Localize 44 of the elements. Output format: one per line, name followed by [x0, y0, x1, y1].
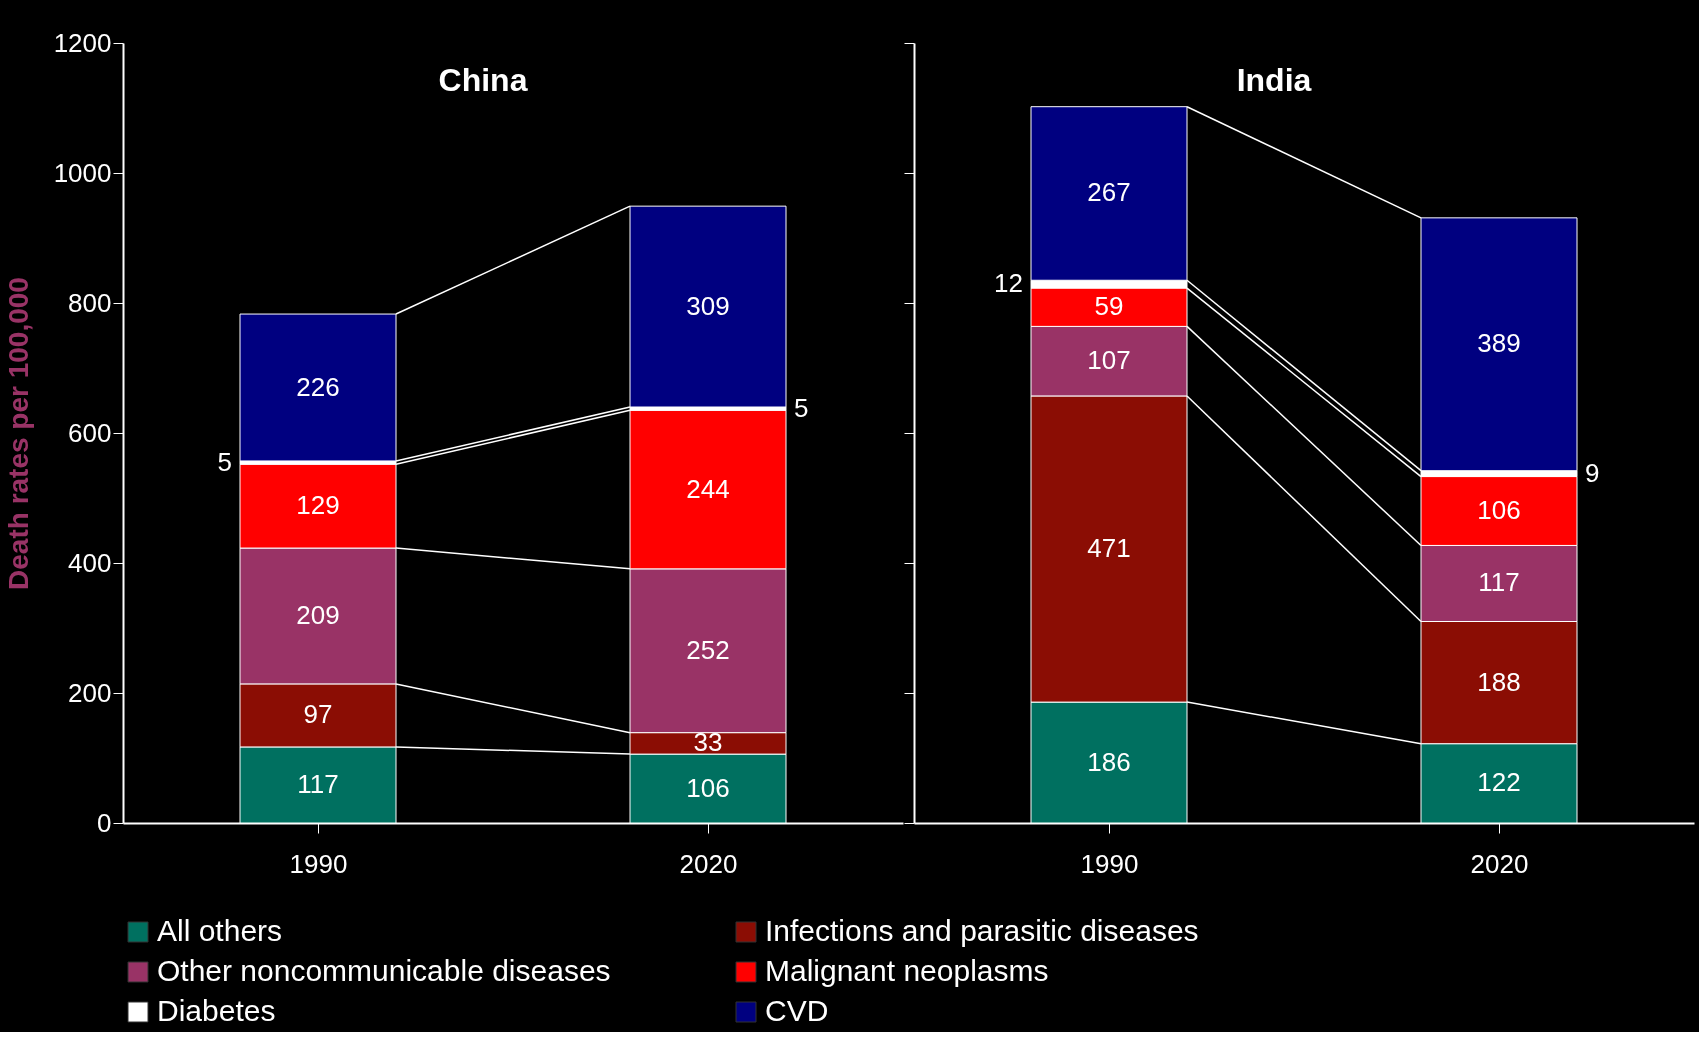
- legend-label: Malignant neoplasms: [765, 954, 1049, 987]
- data-label: 33: [693, 727, 723, 758]
- data-label: 5: [217, 446, 232, 477]
- data-label: 122: [1477, 767, 1521, 798]
- data-label: 59: [1094, 291, 1124, 322]
- legend-label: Diabetes: [157, 994, 276, 1027]
- data-label: 244: [686, 473, 730, 504]
- x-tick-label: 1990: [1080, 848, 1139, 879]
- y-tick-label: 200: [68, 677, 112, 708]
- y-tick-label: 0: [97, 807, 112, 838]
- data-label: 186: [1087, 746, 1131, 777]
- x-tick-label: 2020: [679, 848, 738, 879]
- data-label: 107: [1087, 345, 1131, 376]
- data-label: 106: [1477, 495, 1521, 525]
- y-tick-label: 1200: [53, 27, 112, 58]
- x-tick-label: 1990: [289, 848, 348, 879]
- data-label: 252: [686, 634, 730, 665]
- data-label: 9: [1585, 457, 1600, 488]
- y-tick-label: 800: [68, 287, 112, 318]
- data-label: 226: [296, 371, 340, 402]
- legend-label: All others: [157, 914, 283, 947]
- y-tick-label: 1000: [53, 157, 112, 188]
- x-tick-label: 2020: [1470, 848, 1529, 879]
- data-label: 129: [296, 490, 340, 521]
- data-label: 209: [296, 599, 340, 630]
- data-label: 309: [686, 290, 730, 321]
- text: India: [1236, 62, 1312, 98]
- data-label: 5: [794, 392, 809, 423]
- data-label: 117: [1478, 567, 1520, 598]
- data-label: 117: [297, 768, 339, 799]
- legend-label: Infections and parasitic diseases: [765, 914, 1199, 947]
- data-label: 471: [1087, 533, 1131, 564]
- data-label: 188: [1477, 666, 1521, 697]
- data-label: 97: [303, 699, 333, 730]
- data-label: 106: [686, 772, 730, 803]
- text: China: [438, 62, 528, 98]
- data-label: 267: [1087, 177, 1131, 208]
- legend-label: CVD: [765, 994, 829, 1027]
- y-tick-label: 400: [68, 547, 112, 578]
- legend-label: Other noncommunicable diseases: [157, 954, 611, 987]
- y-axis-title: Death rates per 100,000: [2, 277, 34, 590]
- data-label: 389: [1477, 328, 1521, 359]
- y-tick-label: 600: [68, 417, 112, 448]
- data-label: 12: [994, 268, 1023, 299]
